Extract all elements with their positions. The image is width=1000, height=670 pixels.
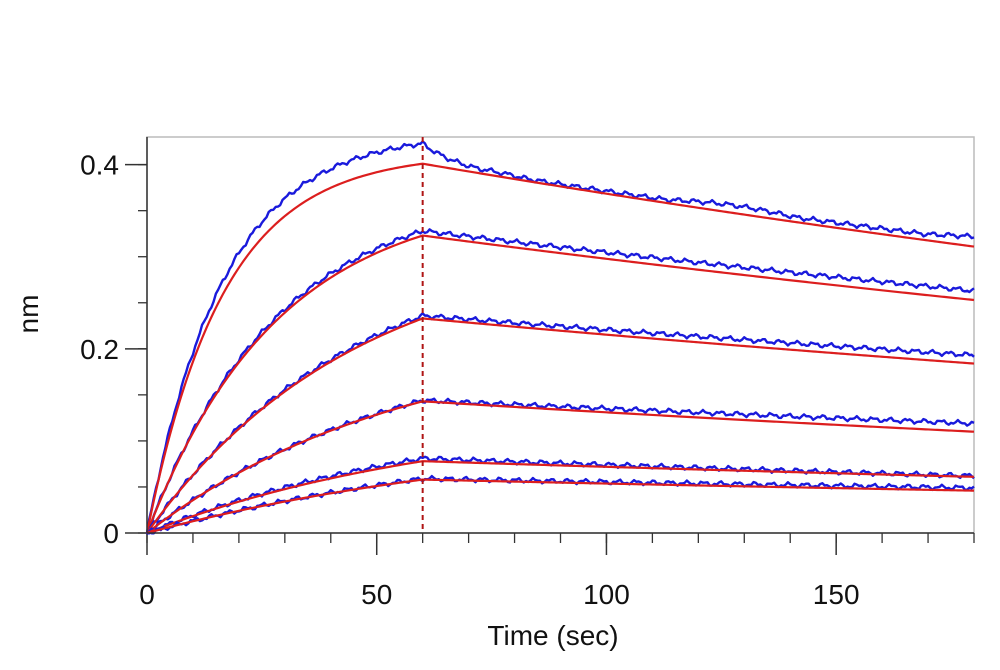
fit-curve	[145, 162, 975, 534]
fit-curve	[146, 478, 975, 535]
x-tick-label: 100	[583, 579, 630, 610]
y-tick-label: 0.2	[80, 334, 119, 365]
measured-curve	[146, 312, 975, 533]
measured-curve	[146, 455, 975, 535]
fit-curve	[145, 234, 975, 534]
x-tick-label: 0	[139, 579, 155, 610]
y-tick-label: 0.4	[80, 150, 119, 181]
x-tick-label: 50	[361, 579, 392, 610]
measured-curve	[145, 140, 975, 534]
x-axis-label: Time (sec)	[487, 620, 618, 651]
y-tick-label: 0	[103, 518, 119, 549]
fit-curve	[146, 317, 975, 534]
fit-curve	[146, 400, 975, 534]
y-axis-label: nm	[13, 295, 44, 334]
x-tick-label: 150	[813, 579, 860, 610]
fit-curve	[146, 460, 975, 535]
